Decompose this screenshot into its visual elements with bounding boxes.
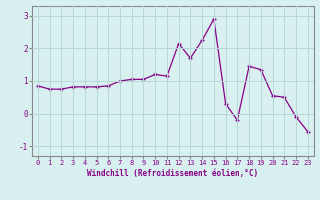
X-axis label: Windchill (Refroidissement éolien,°C): Windchill (Refroidissement éolien,°C): [87, 169, 258, 178]
